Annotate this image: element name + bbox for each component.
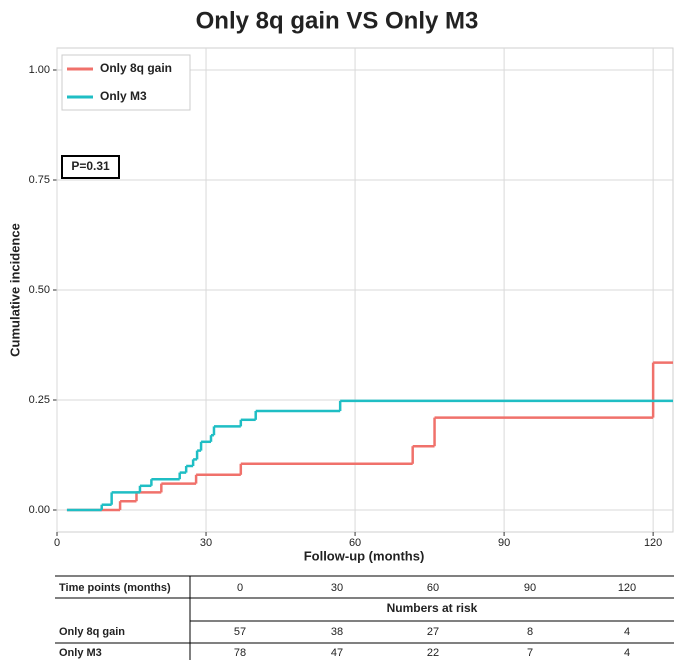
annotation-box <box>61 155 120 179</box>
table-count: 78 <box>234 647 246 659</box>
y-tick-label: 0.25 <box>29 394 50 406</box>
table-time-point: 90 <box>524 582 536 594</box>
x-axis-label: Follow-up (months) <box>304 548 425 563</box>
table-row-label: Only M3 <box>59 647 102 659</box>
y-tick-label: 1.00 <box>29 64 50 76</box>
table-count: 8 <box>527 626 533 638</box>
y-tick-label: 0.00 <box>29 504 50 516</box>
table-time-point: 0 <box>237 582 243 594</box>
table-count: 4 <box>624 626 630 638</box>
y-tick-label: 0.50 <box>29 284 50 296</box>
table-count: 47 <box>331 647 343 659</box>
table-row-label: Only 8q gain <box>59 626 125 638</box>
y-tick-label: 0.75 <box>29 174 50 186</box>
table-count: 57 <box>234 626 246 638</box>
table-header: Time points (months) <box>59 582 171 594</box>
table-count: 4 <box>624 647 630 659</box>
x-tick-label: 0 <box>54 537 60 549</box>
table-count: 22 <box>427 647 439 659</box>
table-count: 27 <box>427 626 439 638</box>
chart-title: Only 8q gain VS Only M3 <box>196 7 479 34</box>
annotation: P=0.31 <box>71 159 110 173</box>
table-time-point: 60 <box>427 582 439 594</box>
x-tick-label: 120 <box>644 537 662 549</box>
legend-label: Only M3 <box>100 89 147 103</box>
table-count: 38 <box>331 626 343 638</box>
x-tick-label: 60 <box>349 537 361 549</box>
table-time-point: 30 <box>331 582 343 594</box>
table-subheader: Numbers at risk <box>387 601 478 615</box>
table-time-point: 120 <box>618 582 636 594</box>
legend-label: Only 8q gain <box>100 61 172 75</box>
x-tick-label: 30 <box>200 537 212 549</box>
legend-box <box>61 54 191 111</box>
table-count: 7 <box>527 647 533 659</box>
y-axis-label: Cumulative incidence <box>7 223 22 357</box>
x-tick-label: 90 <box>498 537 510 549</box>
